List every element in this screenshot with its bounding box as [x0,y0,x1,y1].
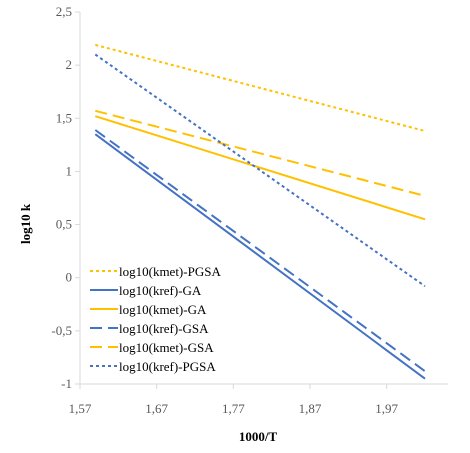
legend-label: log10(kmet)-GSA [119,340,214,355]
legend-label: log10(kmet)-PGSA [119,264,221,279]
series-line-6 [94,53,426,288]
x-tick-label: 1,97 [375,401,398,416]
tick-labels: 2,5 2 1,5 1 0,5 0 -0,5 -1 1,57 1,67 1,77 1,87 1,97 [51,4,398,416]
legend-label: log10(kref)-GA [119,283,202,298]
y-tick-label: 0,5 [56,217,72,232]
series-line-4 [94,129,426,373]
x-tick-label: 1,57 [69,401,92,416]
y-tick-label: 1 [66,163,73,178]
legend-label: log10(kmet)-GA [119,302,207,317]
x-axis-title: 1000/T [239,429,278,444]
legend: log10(kmet)-PGSA log10(kref)-GA log10(kmet… [90,264,221,374]
y-tick-label: 2,5 [56,4,72,19]
series-lines [94,43,426,380]
x-tick-label: 1,77 [222,401,245,416]
y-tick-label: 0 [66,270,73,285]
x-tick-label: 1,87 [299,401,322,416]
y-tick-label: 1,5 [56,110,72,125]
x-tick-label: 1,67 [145,401,168,416]
series-line-1 [95,43,426,132]
y-tick-label: -0,5 [51,323,72,338]
legend-label: log10(kref)-GSA [119,321,209,336]
series-line-5 [95,109,426,197]
series-line-2 [94,133,426,380]
series-line-3 [95,115,426,221]
y-tick-label: 2 [66,57,73,72]
y-tick-label: -1 [61,376,72,391]
y-axis-title: log10 k [18,203,33,244]
legend-label: log10(kref)-PGSA [119,359,216,374]
